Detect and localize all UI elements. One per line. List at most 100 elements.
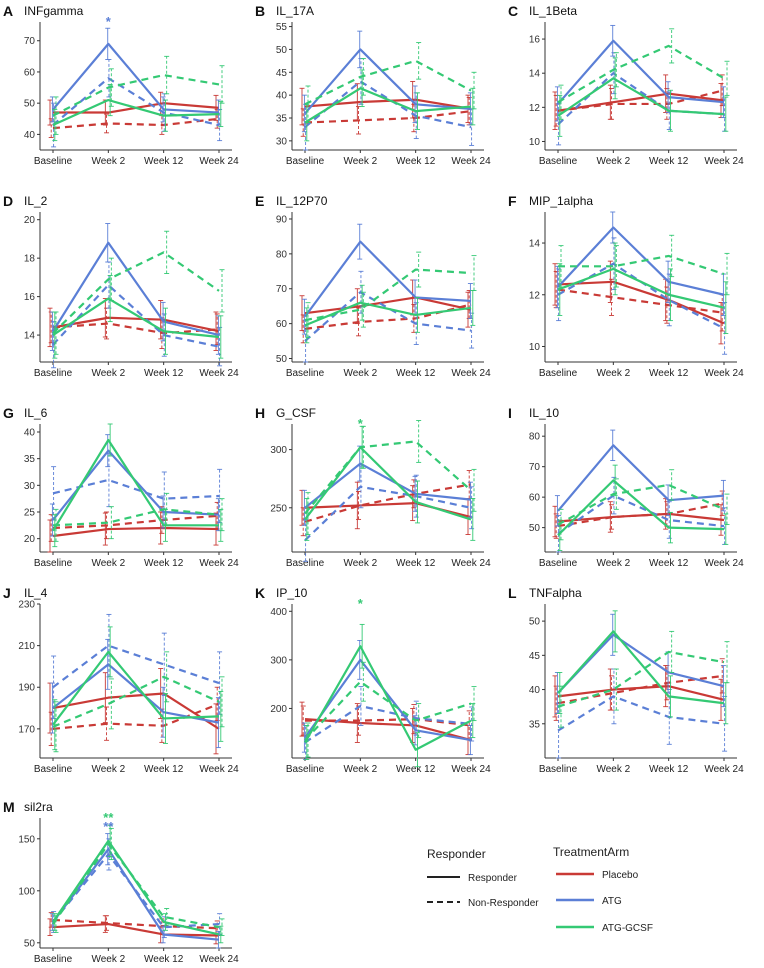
series-atg-gcsf-nonresponder xyxy=(304,661,477,758)
legend-responder-label: Responder xyxy=(468,873,518,884)
series-atg-gcsf-responder xyxy=(52,83,224,142)
series-atg-gcsf-responder xyxy=(557,57,729,137)
y-tick-label: 170 xyxy=(18,724,35,735)
series-line xyxy=(304,680,472,741)
x-tick-label: Week 2 xyxy=(596,156,630,167)
y-tick-label: 50 xyxy=(24,938,36,949)
series-line xyxy=(52,853,220,929)
panel-title: TNFalpha xyxy=(529,586,582,600)
y-tick-label: 50 xyxy=(276,45,288,56)
y-tick-label: 20 xyxy=(24,215,36,226)
panel-title: IL_4 xyxy=(24,586,48,600)
series-atg-nonresponder xyxy=(556,668,728,759)
x-tick-label: Week 2 xyxy=(343,156,377,167)
series-line xyxy=(52,316,220,333)
y-tick-label: 50 xyxy=(529,617,541,628)
x-tick-label: Week 24 xyxy=(704,156,744,167)
x-tick-label: Week 24 xyxy=(199,954,239,965)
y-tick-label: 18 xyxy=(24,254,36,265)
x-tick-label: Week 2 xyxy=(91,558,125,569)
series-line xyxy=(304,303,472,330)
series-line xyxy=(305,718,472,727)
series-line xyxy=(304,718,472,742)
series-line xyxy=(52,650,220,726)
panel-title: IL_1Beta xyxy=(529,4,577,18)
x-tick-label: Week 2 xyxy=(596,368,630,379)
panel-L: L TNFalpha 35 40 45 50 Baseline Week 2 Week 12 We… xyxy=(508,585,744,775)
y-tick-label: 300 xyxy=(270,445,287,456)
series-line xyxy=(557,502,725,528)
panel-F: F MIP_1alpha 10 12 14 Baseline Week 2 Week 12 We… xyxy=(508,193,744,379)
series-line xyxy=(304,446,472,521)
series-line xyxy=(304,268,472,322)
series-atg-responder xyxy=(49,223,221,355)
series-line xyxy=(304,483,472,523)
y-tick-label: 70 xyxy=(24,36,36,47)
y-tick-label: 50 xyxy=(529,523,541,534)
panel-letter: M xyxy=(3,799,15,815)
panel-J: J IL_4 170 190 210 230 Baseline Week 2 Week 12 We… xyxy=(3,585,239,775)
series-placebo-responder xyxy=(47,511,220,553)
series-line xyxy=(557,479,725,537)
series-line xyxy=(52,675,220,728)
panel-B: B IL_17A 30 35 40 45 50 55 Baseline Week 2 Week 12… xyxy=(255,3,491,167)
series-placebo-nonresponder xyxy=(300,470,472,537)
x-tick-label: Week 2 xyxy=(343,368,377,379)
x-tick-label: Baseline xyxy=(34,368,73,379)
series-line xyxy=(304,301,472,327)
panel-letter: D xyxy=(3,193,13,209)
panel-title: MIP_1alpha xyxy=(529,194,593,208)
significance-marker: ** xyxy=(103,819,114,834)
y-tick-label: 210 xyxy=(18,641,35,652)
x-tick-label: Week 12 xyxy=(144,558,184,569)
panel-title: sil2ra xyxy=(24,800,53,814)
series-atg-responder xyxy=(554,211,726,316)
series-line xyxy=(304,87,472,124)
y-tick-label: 10 xyxy=(529,137,541,148)
y-tick-label: 300 xyxy=(270,655,287,666)
series-line xyxy=(52,702,220,730)
y-tick-label: 45 xyxy=(276,68,288,79)
x-tick-label: Week 2 xyxy=(91,764,125,775)
legend-atg-gcsf-label: ATG-GCSF xyxy=(602,923,653,934)
series-atg-gcsf-nonresponder xyxy=(304,420,477,535)
series-atg-responder xyxy=(301,223,473,335)
legend-atg-label: ATG xyxy=(602,896,622,907)
x-tick-label: Week 12 xyxy=(649,558,689,569)
x-tick-label: Baseline xyxy=(286,764,325,775)
series-atg-gcsf-responder xyxy=(304,284,476,344)
series-atg-responder xyxy=(301,445,473,526)
x-tick-label: Week 2 xyxy=(596,764,630,775)
y-tick-label: 10 xyxy=(529,342,541,353)
x-tick-label: Week 12 xyxy=(396,764,436,775)
series-atg-gcsf-nonresponder xyxy=(52,827,225,936)
series-placebo-nonresponder xyxy=(48,501,220,542)
series-line xyxy=(52,251,220,334)
series-placebo-nonresponder xyxy=(300,96,472,137)
series-line xyxy=(557,444,725,512)
series-line xyxy=(304,462,472,509)
panel-A: A INFgamma 40 50 60 70 Baseline Week 2 Week 12 We… xyxy=(3,3,239,167)
x-tick-label: Week 24 xyxy=(704,764,744,775)
y-tick-label: 60 xyxy=(24,67,36,78)
series-atg-gcsf-responder xyxy=(304,623,476,768)
x-tick-label: Week 12 xyxy=(396,368,436,379)
y-tick-label: 14 xyxy=(24,331,36,342)
x-tick-label: Baseline xyxy=(286,558,325,569)
panel-D: D IL_2 14 16 18 20 Baseline Week 2 Week 12 Week 2… xyxy=(3,193,239,379)
x-tick-label: Baseline xyxy=(34,156,73,167)
y-tick-label: 35 xyxy=(276,114,288,125)
x-tick-label: Week 24 xyxy=(704,368,744,379)
x-tick-label: Week 2 xyxy=(91,368,125,379)
x-tick-label: Baseline xyxy=(286,368,325,379)
panel-C: C IL_1Beta 10 12 14 16 Baseline Week 2 Week 12 We… xyxy=(508,3,744,167)
y-tick-label: 90 xyxy=(276,214,288,225)
panel-letter: G xyxy=(3,405,14,421)
y-tick-label: 60 xyxy=(276,319,288,330)
series-line xyxy=(52,922,220,937)
y-tick-label: 20 xyxy=(24,534,36,545)
significance-marker: * xyxy=(358,416,364,431)
series-atg-responder xyxy=(49,27,221,126)
